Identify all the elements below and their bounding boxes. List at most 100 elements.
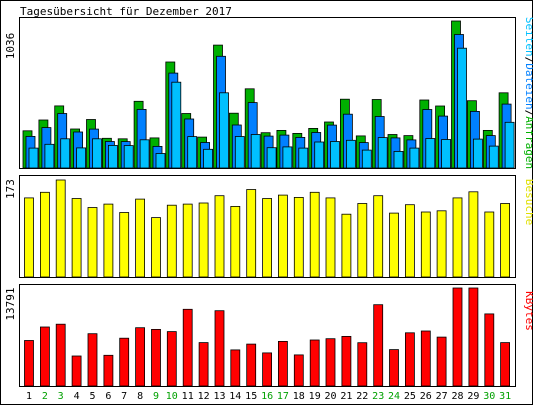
bar-besuche-day-27: [436, 210, 447, 278]
day-label-1: 1: [26, 391, 32, 402]
bar-kbytes-day-19: [309, 339, 320, 387]
day-label-27: 27: [436, 391, 448, 402]
bar-seiten-day-10: [171, 81, 182, 169]
bar-seiten-day-7: [123, 145, 134, 169]
day-label-23: 23: [372, 391, 384, 402]
bar-seiten-day-31: [504, 121, 515, 169]
bars-requests: [22, 20, 515, 169]
bar-besuche-day-15: [246, 189, 257, 278]
legend-seiten: Seiten: [523, 17, 533, 57]
bar-kbytes-day-16: [262, 352, 273, 387]
bar-seiten-day-14: [234, 136, 245, 169]
bar-besuche-day-3: [55, 179, 66, 278]
day-label-14: 14: [229, 391, 241, 402]
bar-seiten-day-3: [60, 138, 71, 169]
bar-seiten-day-15: [250, 134, 261, 169]
bar-seiten-day-4: [76, 147, 86, 169]
bar-kbytes-day-22: [357, 342, 368, 387]
bar-kbytes-day-17: [277, 340, 288, 387]
day-labels: 1 2 3 4 5 6 7 8 9 10 11 12 13 14 15 16 17 18 19 20 21 22 23 24 2…: [26, 391, 511, 402]
legend-dateien: Dateien: [523, 63, 533, 109]
bar-kbytes-day-24: [389, 349, 399, 387]
day-label-9: 9: [153, 391, 159, 402]
bar-kbytes-day-21: [341, 335, 352, 387]
bar-kbytes-day-29: [468, 287, 479, 387]
bar-seiten-day-29: [472, 138, 483, 169]
day-label-28: 28: [451, 391, 463, 402]
bar-besuche-day-24: [389, 212, 399, 278]
bar-seiten-day-21: [345, 139, 356, 169]
day-label-20: 20: [324, 391, 336, 402]
bar-besuche-day-7: [119, 212, 130, 278]
bar-besuche-day-5: [87, 207, 98, 278]
day-label-19: 19: [309, 391, 321, 402]
legend-requests: Seiten/Dateien/Anfragen: [523, 17, 533, 169]
bar-kbytes-day-14: [230, 349, 241, 387]
day-label-11: 11: [182, 391, 194, 402]
bar-besuche-day-12: [198, 202, 209, 278]
bar-kbytes-day-2: [40, 326, 50, 387]
bar-besuche-day-2: [40, 191, 50, 278]
bar-seiten-day-5: [92, 138, 102, 169]
bar-besuche-day-14: [230, 205, 241, 278]
day-label-31: 31: [499, 391, 511, 402]
bar-seiten-day-22: [361, 149, 372, 169]
day-label-22: 22: [356, 391, 368, 402]
bar-besuche-day-18: [293, 196, 304, 278]
day-label-30: 30: [483, 391, 495, 402]
bar-besuche-day-28: [452, 197, 463, 278]
bar-besuche-day-30: [484, 211, 495, 278]
bar-seiten-day-18: [298, 147, 309, 169]
day-label-2: 2: [42, 391, 48, 402]
bar-seiten-day-20: [330, 141, 340, 169]
day-label-16: 16: [261, 391, 273, 402]
bar-kbytes-day-28: [452, 287, 463, 387]
bar-kbytes-day-9: [151, 328, 161, 387]
bar-seiten-day-26: [425, 138, 436, 169]
bar-kbytes-day-26: [420, 330, 431, 387]
bar-seiten-day-2: [44, 143, 55, 169]
bar-kbytes-day-30: [484, 313, 495, 387]
bar-besuche-day-20: [325, 197, 336, 278]
bar-besuche-day-19: [309, 191, 320, 278]
bar-seiten-day-17: [282, 146, 293, 169]
bar-kbytes-day-6: [103, 354, 114, 387]
bar-besuche-day-23: [373, 195, 384, 278]
bar-besuche-day-17: [277, 194, 288, 278]
day-label-3: 3: [58, 391, 64, 402]
bar-besuche-day-26: [420, 211, 431, 278]
bar-besuche-day-4: [71, 198, 82, 278]
axis-max-kbytes: 13791: [4, 287, 17, 320]
day-label-18: 18: [293, 391, 305, 402]
day-label-21: 21: [340, 391, 352, 402]
bar-seiten-day-24: [393, 150, 404, 169]
bar-seiten-day-9: [155, 153, 166, 169]
bars-kbytes: [24, 287, 511, 387]
bar-kbytes-day-31: [500, 342, 511, 387]
axis-max-visits: 173: [4, 179, 17, 199]
bar-besuche-day-9: [151, 217, 161, 278]
bar-besuche-day-11: [182, 203, 193, 278]
day-label-17: 17: [277, 391, 289, 402]
bar-besuche-day-22: [357, 203, 368, 278]
bar-kbytes-day-5: [87, 333, 98, 387]
bar-kbytes-day-7: [119, 337, 130, 387]
bar-besuche-day-10: [166, 204, 177, 278]
bar-seiten-day-12: [203, 148, 214, 169]
bar-seiten-day-6: [108, 144, 118, 169]
day-label-5: 5: [89, 391, 95, 402]
legend-kbytes: KBytes: [523, 291, 533, 331]
bar-seiten-day-27: [441, 139, 452, 169]
bar-kbytes-day-12: [198, 342, 209, 387]
bar-besuche-day-21: [341, 213, 352, 278]
bar-besuche-day-16: [262, 198, 273, 278]
bar-kbytes-day-1: [24, 340, 34, 387]
bar-seiten-day-19: [314, 141, 325, 169]
bar-seiten-day-8: [139, 139, 150, 169]
day-label-6: 6: [105, 391, 111, 402]
day-label-24: 24: [388, 391, 400, 402]
bar-seiten-day-13: [219, 92, 229, 169]
bar-besuche-day-29: [468, 191, 479, 278]
bar-kbytes-day-3: [55, 323, 66, 387]
